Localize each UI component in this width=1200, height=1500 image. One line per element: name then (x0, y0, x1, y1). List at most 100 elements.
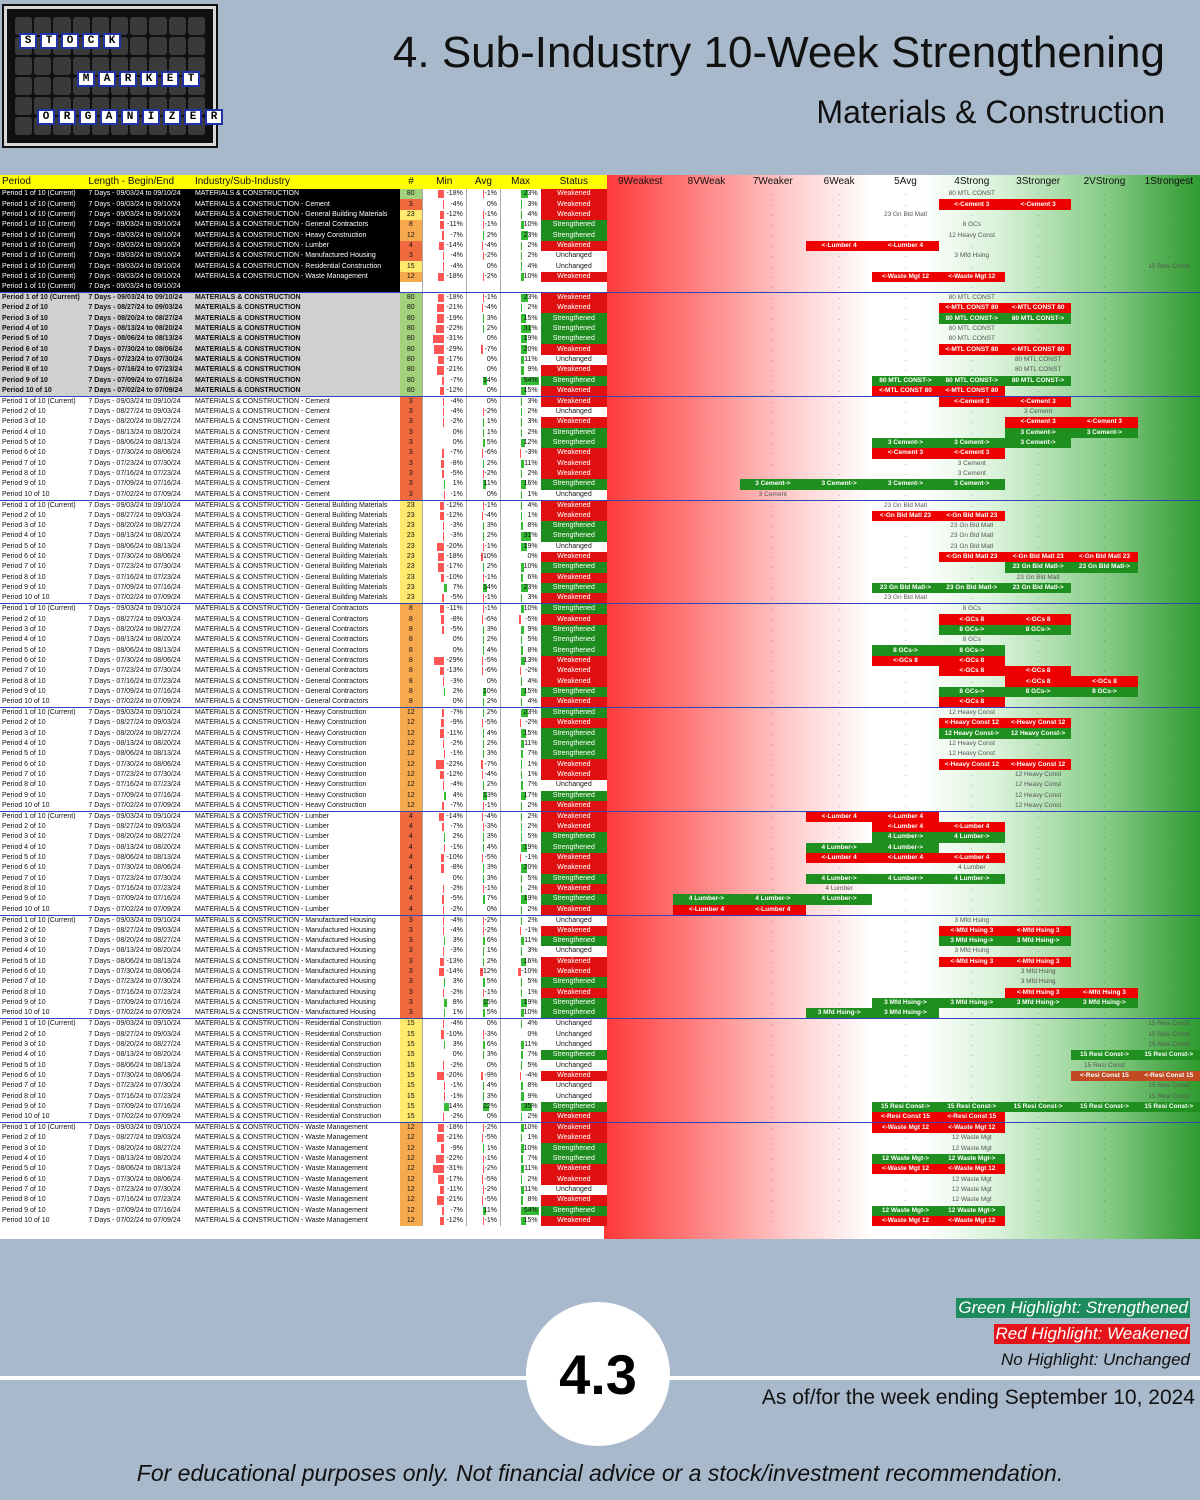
rank-cell: 80 MTL CONST-> (938, 313, 1005, 324)
rank-cell: 12 Waste Mgt (951, 1144, 992, 1152)
period-cell: Period 3 of 10 (2, 1040, 46, 1048)
rank-cell: <-Cement 3 (938, 199, 1005, 210)
rank-cell: . (904, 864, 907, 872)
min-cell: -9% (421, 1143, 467, 1154)
value-label: 1% (527, 1134, 538, 1142)
rank-cell: . (1103, 926, 1106, 934)
value-label: 11% (524, 355, 538, 363)
rank-cell: . (805, 697, 873, 709)
status-cell: Weakened (540, 189, 607, 200)
value-label: 3% (527, 397, 538, 405)
min-cell: -29% (421, 344, 467, 355)
rank-cell: . (904, 1061, 907, 1069)
rank-cell: . (639, 978, 642, 986)
rank-cell: . (1071, 800, 1138, 812)
rank-cell: 12 Waste Mgt (951, 1134, 992, 1142)
industry-cell: MATERIALS & CONSTRUCTION (192, 189, 400, 200)
max-cell: 10% (499, 1143, 541, 1154)
avg-cell: -5% (465, 1195, 501, 1206)
rank-cell: . (904, 522, 907, 530)
logo-letter: I (142, 109, 160, 125)
value-bar (438, 563, 445, 572)
rank-cell: <-MTL CONST 80 (872, 385, 939, 397)
rank-cell: . (639, 210, 642, 218)
value-bar (482, 719, 484, 728)
rank-cell: . (771, 501, 774, 509)
value-label: -1% (484, 988, 497, 996)
rank-cell: . (1037, 272, 1040, 280)
status-cell: Weakened (540, 676, 607, 687)
avg-cell: 3% (465, 749, 501, 760)
value-bar (439, 957, 445, 966)
length-cell: 7 Days - 07/09/24 to 07/16/24 (88, 687, 181, 695)
value-bar (520, 521, 524, 531)
count-cell: 8 (399, 220, 423, 231)
table-row: Period 10 of 10 7 Days - 07/02/24 to 07/0… (0, 697, 1200, 709)
rank-cell: . (1167, 625, 1170, 633)
rank-cell: . (705, 978, 708, 986)
rank-cell: . (838, 709, 841, 717)
industry-cell: MATERIALS & CONSTRUCTION - Manufactured … (194, 947, 376, 955)
rank-cell: 4 Lumber (958, 864, 986, 872)
industry-cell: MATERIALS & CONSTRUCTION - Cement (194, 480, 330, 488)
status-cell: Weakened (540, 697, 607, 709)
table-row: Period 8 of 10 7 Days - 07/16/24 to 07/23… (0, 676, 1200, 687)
rank-cell: . (705, 625, 708, 633)
value-bar (443, 1061, 445, 1070)
rank-cell: . (705, 1102, 708, 1110)
rank-cell: . (705, 573, 708, 581)
rank-cell: <-GCs 8 (938, 697, 1005, 709)
avg-cell: 3% (465, 1091, 501, 1102)
max-cell: 31% (499, 323, 541, 335)
count-cell: 8 (399, 645, 423, 656)
rank-cell: . (771, 781, 774, 789)
value-label: 22% (482, 1102, 497, 1110)
count-cell: 8 (399, 635, 423, 646)
rank-cell: . (838, 418, 841, 426)
industry-cell: MATERIALS & CONSTRUCTION - Manufactured … (194, 916, 376, 924)
avg-cell: -1% (465, 603, 501, 615)
rank-cell: . (705, 1124, 708, 1132)
table-row: Period 2 of 10 7 Days - 08/27/24 to 09/03… (0, 718, 1200, 729)
rank-cell: . (1167, 1175, 1170, 1183)
rank-cell: . (1004, 489, 1072, 501)
logo-letter: Z (163, 109, 181, 125)
avg-cell: -1% (465, 572, 501, 583)
rank-cell: 12 Heavy Const (948, 750, 995, 758)
rank-cell: . (838, 1185, 841, 1193)
value-bar (482, 1030, 484, 1039)
value-label: -4% (450, 926, 463, 934)
min-cell: -12% (421, 769, 467, 781)
rank-cell: <-Lumber 4 (673, 904, 740, 916)
avg-cell: 2% (465, 956, 501, 967)
value-bar (439, 1216, 445, 1226)
column-header: Length - Begin/End (86, 175, 193, 189)
avg-cell: 2% (465, 697, 501, 709)
value-bar (520, 314, 526, 323)
length-cell: 7 Days - 09/03/24 to 09/10/24 (88, 812, 181, 820)
rank-cell: . (838, 221, 841, 229)
period-cell: Period 10 of 10 (0, 1008, 87, 1020)
rank-cell: . (970, 1092, 973, 1100)
logo-letter: A (100, 109, 118, 125)
count-cell (399, 282, 423, 294)
rank-cell: . (838, 719, 841, 727)
min-cell: 0% (421, 873, 467, 884)
logo-letter: R (205, 109, 223, 125)
value-bar (483, 1206, 487, 1215)
rank-cell: . (606, 1008, 674, 1020)
min-cell: -7% (421, 230, 467, 241)
logo-letter: E (161, 71, 179, 87)
rank-cell: . (705, 1175, 708, 1183)
value-label: 8% (527, 1196, 538, 1204)
length-cell: 7 Days - 07/23/24 to 07/30/24 (88, 1185, 181, 1193)
value-label: 0% (486, 386, 497, 394)
table-row: Period 4 of 10 7 Days - 08/13/24 to 08/20… (0, 738, 1200, 750)
rank-cell: . (805, 1112, 873, 1124)
value-label: 10% (523, 1144, 538, 1152)
rank-cell: . (771, 1040, 774, 1048)
rank-cell: . (904, 408, 907, 416)
max-cell: 2% (499, 1112, 541, 1124)
rank-cell: . (771, 1030, 774, 1038)
value-bar (439, 241, 445, 251)
